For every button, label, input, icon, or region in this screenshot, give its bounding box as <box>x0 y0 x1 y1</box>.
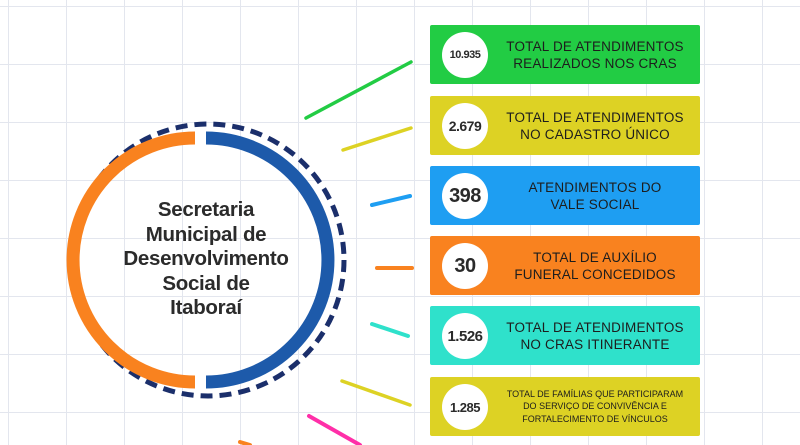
connector-teal <box>370 322 410 338</box>
stat-label-line: TOTAL DE ATENDIMENTOS <box>506 109 684 125</box>
center-title: Secretaria Municipal de Desenvolvimento … <box>90 198 322 321</box>
stat-label: TOTAL DE ATENDIMENTOS REALIZADOS NOS CRA… <box>494 25 696 84</box>
center-title-line: Secretaria <box>157 198 255 221</box>
center-title-line: Municipal de <box>145 222 267 246</box>
stat-card-cras: 10.935 TOTAL DE ATENDIMENTOS REALIZADOS … <box>430 25 700 84</box>
ring-orange-half <box>66 131 196 389</box>
stat-label: ATENDIMENTOS DO VALE SOCIAL <box>494 166 696 225</box>
connector-pink <box>307 414 362 445</box>
stat-label-line: FUNERAL CONCEDIDOS <box>514 266 676 282</box>
stat-label: TOTAL DE FAMÍLIAS QUE PARTICIPARAM DO SE… <box>494 377 696 436</box>
stat-label: TOTAL DE ATENDIMENTOS NO CADASTRO ÚNICO <box>494 96 696 155</box>
stat-number: 30 <box>442 243 488 289</box>
stat-label-line: NO CRAS ITINERANTE <box>520 336 670 352</box>
stat-label: TOTAL DE ATENDIMENTOS NO CRAS ITINERANTE <box>494 306 696 365</box>
stat-number: 10.935 <box>442 32 488 78</box>
connector-blue <box>370 194 412 207</box>
stat-number: 1.285 <box>442 384 488 430</box>
stat-card-auxilio-funeral: 30 TOTAL DE AUXÍLIO FUNERAL CONCEDIDOS <box>430 236 700 295</box>
center-title-line: Social de <box>162 271 250 295</box>
stat-card-convivencia: 1.285 TOTAL DE FAMÍLIAS QUE PARTICIPARAM… <box>430 377 700 436</box>
stat-label-line: VALE SOCIAL <box>550 196 640 212</box>
connector-yellow-lower <box>340 379 412 407</box>
stat-label-line: NO CADASTRO ÚNICO <box>520 126 670 142</box>
stat-number: 1.526 <box>442 313 488 359</box>
stat-card-cras-itinerante: 1.526 TOTAL DE ATENDIMENTOS NO CRAS ITIN… <box>430 306 700 365</box>
stat-number: 398 <box>442 173 488 219</box>
stat-number: 2.679 <box>442 103 488 149</box>
connector-yellow <box>341 126 413 152</box>
stat-label-line: ATENDIMENTOS DO <box>528 179 662 195</box>
stat-label: TOTAL DE AUXÍLIO FUNERAL CONCEDIDOS <box>494 236 696 295</box>
stat-label-line: TOTAL DE AUXÍLIO <box>533 249 657 265</box>
stat-label-line: TOTAL DE FAMÍLIAS QUE PARTICIPARAM <box>506 388 684 399</box>
center-title-line: Desenvolvimento <box>123 247 289 270</box>
stat-card-cadastro-unico: 2.679 TOTAL DE ATENDIMENTOS NO CADASTRO … <box>430 96 700 155</box>
stat-label-line: TOTAL DE ATENDIMENTOS <box>506 319 684 335</box>
stat-label-line: FORTALECIMENTO DE VÍNCULOS <box>522 413 668 424</box>
stat-card-vale-social: 398 ATENDIMENTOS DO VALE SOCIAL <box>430 166 700 225</box>
ring-blue-half <box>205 131 335 389</box>
stat-label-line: REALIZADOS NOS CRAS <box>513 55 677 71</box>
connector-green <box>304 60 413 120</box>
stat-label-line: DO SERVIÇO DE CONVIVÊNCIA E <box>523 401 667 412</box>
stat-label-line: TOTAL DE ATENDIMENTOS <box>506 38 684 54</box>
center-title-line: Itaboraí <box>170 296 242 319</box>
